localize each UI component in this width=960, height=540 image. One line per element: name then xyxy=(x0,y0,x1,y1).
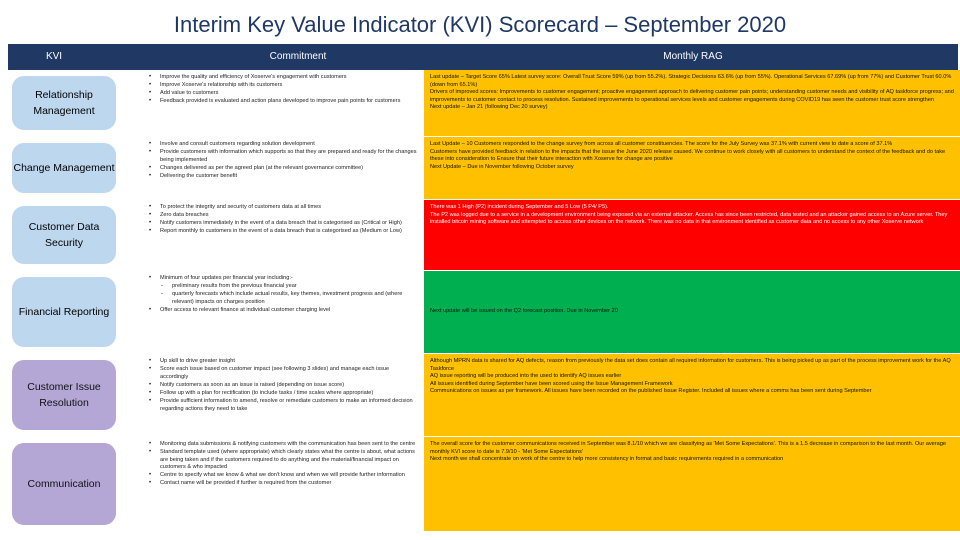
commitment-list: Up skill to drive greater insightScore e… xyxy=(148,358,418,414)
commitment-list: Monitoring data submissions & notifying … xyxy=(148,441,418,489)
rag-text: Next month we shall concentrate on work … xyxy=(430,456,784,463)
commitment-item: Centre to specify what we know & what we… xyxy=(149,472,418,480)
rag-text: Last update – Target Score 65% Latest su… xyxy=(430,74,952,88)
commitment-item: Follow up with a plan for rectification … xyxy=(149,390,418,398)
rag-text: Although MPRN data is shared for AQ defe… xyxy=(430,358,951,372)
rag-text: The P2 was logged due to a service in a … xyxy=(430,211,948,226)
rag-text: There was 1 High (P2) incident during Se… xyxy=(430,204,609,210)
commitment-item: Monitoring data submissions & notifying … xyxy=(149,441,418,449)
commitment-item: preliminary results from the previous fi… xyxy=(161,283,418,291)
kvi-label: Financial Reporting xyxy=(12,277,116,347)
header-monthly-rag: Monthly RAG xyxy=(663,51,723,62)
commitment-list: Minimum of four updates per financial ye… xyxy=(148,275,418,315)
commitment-item: Changes delivered as per the agreed plan… xyxy=(149,165,418,173)
rag-text: Next update – Jan 21 (following Dec 20 s… xyxy=(430,104,548,111)
kvi-label: Change Management xyxy=(12,143,116,193)
rag-status-amber: Although MPRN data is shared for AQ defe… xyxy=(424,354,960,436)
header-kvi: KVI xyxy=(45,51,63,62)
table-header: KVI Commitment Monthly RAG xyxy=(8,44,958,70)
rag-text: All issues identified during September h… xyxy=(430,380,673,387)
rag-status-amber: The overall score for the customer commu… xyxy=(424,437,960,531)
table-row: Change Management Involve and consult cus… xyxy=(8,137,960,199)
table-row: Customer Issue Resolution Up skill to dri… xyxy=(8,354,960,436)
commitment-item: Improve Xoserve's relationship with its … xyxy=(149,82,418,90)
commitment-item: Provide customers with information which… xyxy=(149,149,418,164)
table-row: Communication Monitoring data submissions… xyxy=(8,437,960,531)
kvi-label: Customer Issue Resolution xyxy=(12,360,116,430)
commitment-item: Zero data breaches xyxy=(149,212,418,220)
commitment-item: Score each issue based on customer impac… xyxy=(149,366,418,381)
commitment-item: Up skill to drive greater insight xyxy=(149,358,418,366)
rag-text: Last Update – 10 Customers responded to … xyxy=(430,141,893,147)
commitment-list: To protect the integrity and security of… xyxy=(148,204,418,236)
rag-status-green: Next update will be issued on the Q2 for… xyxy=(424,271,960,353)
commitment-item: Improve the quality and efficiency of Xo… xyxy=(149,74,418,82)
commitment-item: Standard template used (where appropriat… xyxy=(149,449,418,472)
commitment-item: Report monthly to customers in the event… xyxy=(149,228,418,236)
commitment-item: quarterly forecasts which include actual… xyxy=(161,291,418,306)
commitment-list: Involve and consult customers regarding … xyxy=(148,141,418,181)
commitment-item: Provide sufficient information to amend,… xyxy=(149,398,418,413)
commitment-item: Notify customers immediately in the even… xyxy=(149,220,418,228)
kvi-label: Communication xyxy=(12,443,116,525)
commitment-item: To protect the integrity and security of… xyxy=(149,204,418,212)
commitment-item: Involve and consult customers regarding … xyxy=(149,141,418,149)
rag-status-amber: Last update – Target Score 65% Latest su… xyxy=(424,70,960,136)
table-row: Financial Reporting Minimum of four updat… xyxy=(8,271,960,353)
commitment-item: Minimum of four updates per financial ye… xyxy=(149,275,418,283)
rag-status-red: There was 1 High (P2) incident during Se… xyxy=(424,200,960,270)
commitment-item: Delivering the customer benefit xyxy=(149,173,418,181)
rag-text: AQ issue reporting will be produced into… xyxy=(430,373,622,380)
rag-text: Communications on issues as per framewor… xyxy=(430,388,872,395)
page-title: Interim Key Value Indicator (KVI) Scorec… xyxy=(173,12,787,37)
rag-text: Customers have provided feedback in rela… xyxy=(430,148,946,163)
rag-text: Drivers of improved scores: Improvements… xyxy=(430,89,954,103)
commitment-item: Contact name will be provided if further… xyxy=(149,480,418,488)
commitment-item: Offer access to relevant finance at indi… xyxy=(149,307,418,315)
commitment-item: Notify customers as soon as an issue is … xyxy=(149,382,418,390)
rag-text: The overall score for the customer commu… xyxy=(430,441,946,455)
rag-text: Next Update – Due in November following … xyxy=(430,163,574,170)
kvi-label: Customer Data Security xyxy=(12,206,116,264)
kvi-label: Relationship Management xyxy=(12,76,116,130)
header-commitment: Commitment xyxy=(269,51,327,62)
table-row: Customer Data Security To protect the int… xyxy=(8,200,960,270)
commitment-item: Add value to customers xyxy=(149,90,418,98)
table-row: Relationship Management Improve the quali… xyxy=(8,70,960,136)
commitment-list: Improve the quality and efficiency of Xo… xyxy=(148,74,418,106)
rag-status-amber: Last Update – 10 Customers responded to … xyxy=(424,137,960,199)
commitment-item: Feedback provided is evaluated and actio… xyxy=(149,98,418,106)
rag-text: Next update will be issued on the Q2 for… xyxy=(430,308,618,315)
